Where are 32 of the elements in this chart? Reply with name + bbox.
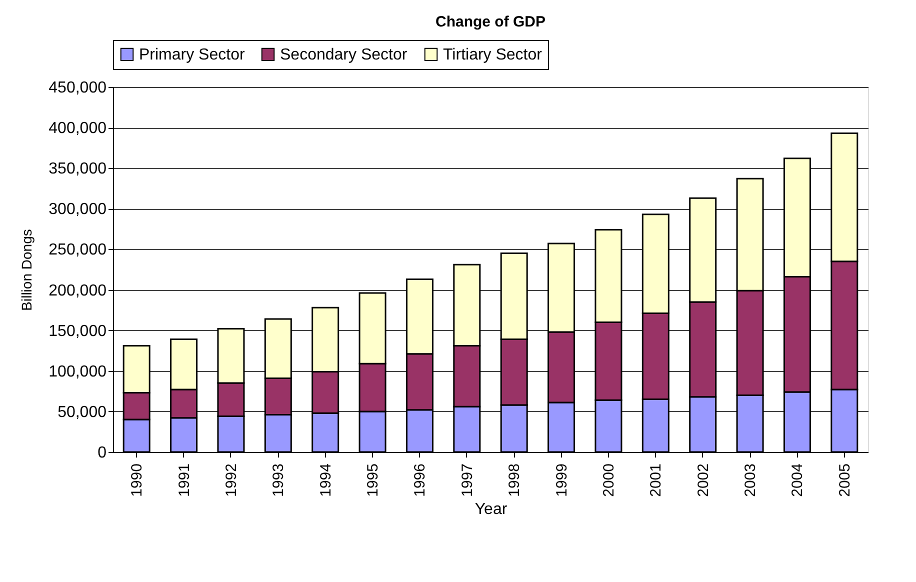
x-tick-label: 2004 xyxy=(789,464,806,497)
y-tick-label: 150,000 xyxy=(48,322,107,340)
x-tick-label: 2003 xyxy=(742,464,760,497)
x-tick-label: 1997 xyxy=(458,464,476,497)
y-tick-label: 300,000 xyxy=(48,201,107,218)
x-tick-label: 1992 xyxy=(222,464,240,497)
x-tick-label: 1999 xyxy=(553,464,570,497)
x-tick-label: 1993 xyxy=(270,464,288,497)
legend-label: Secondary Sector xyxy=(280,46,408,64)
chart-title: Change of GDP xyxy=(435,14,546,30)
y-tick-label: 250,000 xyxy=(48,242,107,259)
x-tick-label: 2005 xyxy=(836,464,854,497)
y-tick-label: 0 xyxy=(98,444,107,462)
y-tick-label: 350,000 xyxy=(48,160,107,178)
x-tick-label: 2002 xyxy=(694,464,712,497)
x-tick-label: 2001 xyxy=(648,464,665,497)
x-tick-label: 2000 xyxy=(600,464,618,497)
y-tick-label: 400,000 xyxy=(48,120,107,138)
y-tick-label: 200,000 xyxy=(48,282,107,300)
y-tick-label: 100,000 xyxy=(48,363,107,380)
y-axis-title: Billion Dongs xyxy=(18,229,35,311)
x-tick-label: 1990 xyxy=(128,464,146,497)
x-tick-label: 1998 xyxy=(506,464,524,497)
y-tick-label: 50,000 xyxy=(58,404,107,421)
y-tick-label: 450,000 xyxy=(48,80,107,96)
legend-label: Tirtiary Sector xyxy=(443,46,543,64)
legend-label: Primary Sector xyxy=(139,46,246,64)
x-tick-label: 1991 xyxy=(176,464,193,497)
x-tick-label: 1996 xyxy=(412,464,429,497)
x-tick-label: 1994 xyxy=(317,464,334,497)
x-tick-label: 1995 xyxy=(364,464,382,497)
x-axis-title: Year xyxy=(474,500,508,518)
